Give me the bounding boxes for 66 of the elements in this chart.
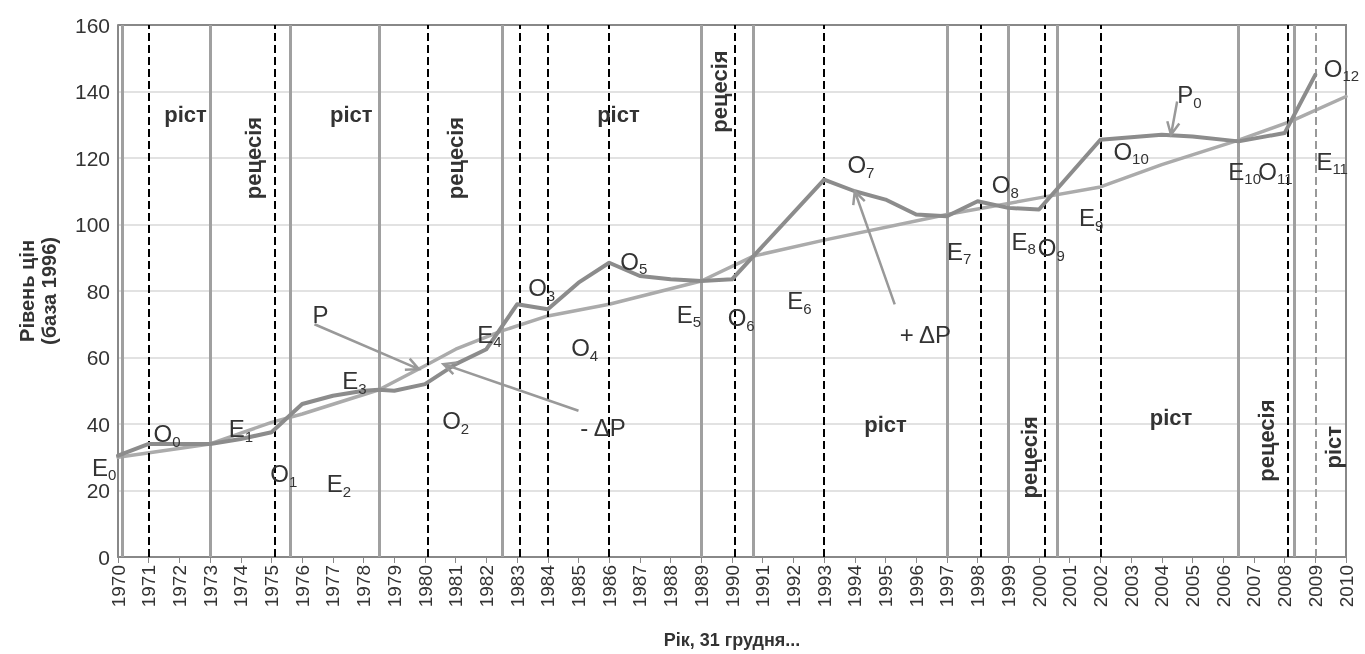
y-tick-label: 160 — [74, 13, 110, 37]
x-tick-label: 2008 — [1274, 565, 1296, 608]
x-tick-label: 1991 — [752, 565, 774, 608]
x-tick-label: 2009 — [1304, 565, 1326, 608]
annotation: P — [312, 300, 329, 328]
x-tick-label: 1971 — [138, 565, 160, 608]
y-axis-title: Рівень цін (база 1996) — [16, 237, 60, 345]
y-tick-label: 20 — [86, 479, 110, 502]
x-tick-label: 1986 — [598, 565, 620, 608]
x-tick-label: 1987 — [629, 565, 651, 608]
x-tick-label: 1990 — [721, 565, 743, 608]
x-tick-label: 1995 — [875, 565, 896, 608]
x-tick-label: 2007 — [1243, 565, 1265, 608]
x-tick-label: 1972 — [168, 565, 190, 608]
x-tick-label: 2000 — [1028, 565, 1050, 608]
x-tick-label: 1992 — [782, 565, 804, 608]
annotation: ріст — [1149, 404, 1193, 430]
annotation: рецесія — [443, 116, 469, 200]
annotation: рецесія — [1017, 416, 1043, 499]
x-tick-label: 1982 — [475, 565, 497, 608]
y-tick-label: 140 — [74, 80, 110, 103]
annotation: + ΔP — [899, 320, 952, 348]
x-tick-label: 2001 — [1059, 565, 1081, 608]
x-tick-label: 1997 — [936, 565, 958, 608]
x-tick-label: 1988 — [660, 565, 682, 608]
y-tick-label: 40 — [86, 412, 110, 436]
annotation: ріст — [597, 102, 640, 128]
x-tick-label: 2006 — [1212, 565, 1234, 608]
x-tick-label: 1981 — [445, 565, 467, 608]
annotation: ріст — [864, 411, 907, 437]
x-tick-label: 1978 — [353, 565, 375, 608]
y-tick-label: 80 — [86, 279, 110, 303]
x-tick-label: 2010 — [1335, 565, 1357, 608]
x-axis-title: Рік, 31 грудня... — [663, 630, 801, 650]
annotation: - ΔP — [580, 413, 626, 441]
annotation: ріст — [330, 102, 373, 128]
y-tick-label: 120 — [74, 146, 110, 170]
x-tick-label: 1976 — [291, 565, 313, 608]
annotation: рецесія — [707, 50, 733, 133]
x-tick-label: 1979 — [383, 565, 405, 608]
y-tick-label: 100 — [74, 213, 110, 236]
annotation: ріст — [1321, 425, 1347, 469]
x-tick-label: 1994 — [844, 564, 866, 608]
x-tick-label: 1983 — [506, 565, 528, 608]
x-tick-label: 2002 — [1089, 565, 1111, 608]
annotation: ріст — [164, 102, 208, 128]
annotation: рецесія — [1253, 399, 1279, 482]
x-tick-label: 2004 — [1151, 564, 1173, 608]
x-tick-label: 1984 — [537, 564, 559, 608]
x-tick-label: 1975 — [261, 565, 282, 608]
x-tick-label: 2005 — [1182, 565, 1203, 608]
x-tick-label: 1974 — [230, 564, 252, 608]
x-tick-label: 1985 — [568, 565, 589, 608]
y-tick-label: 0 — [98, 545, 110, 569]
x-tick-label: 2003 — [1120, 565, 1142, 608]
x-tick-label: 1989 — [690, 565, 712, 608]
x-tick-label: 1980 — [414, 565, 436, 608]
x-tick-label: 1996 — [905, 565, 927, 608]
y-tick-label: 60 — [86, 346, 110, 369]
x-tick-label: 1970 — [107, 565, 129, 608]
x-tick-label: 1998 — [967, 565, 989, 608]
x-tick-label: 1999 — [997, 565, 1019, 608]
x-tick-label: 1977 — [322, 565, 344, 608]
x-tick-label: 1973 — [199, 565, 221, 608]
annotation: рецесія — [240, 116, 266, 200]
x-tick-label: 1993 — [813, 565, 835, 608]
